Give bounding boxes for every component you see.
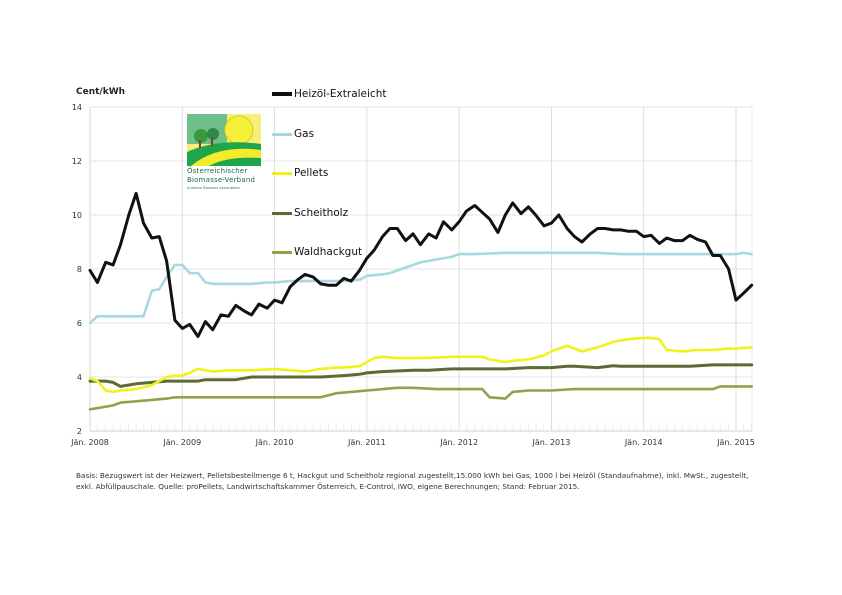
legend-swatch-heizoel: [272, 92, 292, 96]
x-tick-label: Jän. 2013: [532, 438, 571, 447]
series-line-heiz-l-extraleicht: [88, 191, 754, 338]
x-tick-label: Jän. 2009: [162, 438, 201, 447]
y-tick-label: 4: [77, 373, 82, 382]
logo: Österreichischer Biomasse-Verband Austri…: [187, 114, 261, 194]
series-line-waldhackgut: [88, 385, 754, 411]
y-tick-label: 14: [72, 103, 82, 112]
series-lines: [88, 191, 754, 411]
x-tick-label: Jän. 2014: [624, 438, 663, 447]
logo-text-line1: Österreichischer: [187, 167, 248, 175]
legend-item-heizoel: Heizöl-Extraleicht: [272, 88, 386, 100]
x-tick-label: Jän. 2011: [347, 438, 386, 447]
legend-label-pellets: Pellets: [294, 167, 329, 179]
x-tick-label: Jän. 2012: [439, 438, 478, 447]
y-tick-label: 12: [72, 157, 82, 166]
series-line-scheitholz: [88, 363, 754, 388]
legend-item-gas: Gas: [272, 128, 314, 140]
y-tick-label: 2: [77, 427, 82, 436]
y-axis-unit-label: Cent/kWh: [76, 87, 126, 97]
x-axis: Jän. 2008 Jän. 2009 Jän. 2010 Jän. 2011 Jän.…: [70, 438, 755, 447]
legend-item-pellets: Pellets: [272, 167, 328, 179]
y-tick-label: 8: [77, 265, 82, 274]
legend-item-scheitholz: Scheitholz: [272, 207, 348, 219]
logo-text-line2: Biomasse-Verband: [187, 176, 256, 184]
legend-label-scheitholz: Scheitholz: [294, 207, 349, 219]
legend-swatch-waldhackgut: [272, 250, 292, 254]
legend-item-waldhackgut: Waldhackgut: [272, 246, 362, 258]
legend-swatch-gas: [272, 132, 292, 136]
x-tick-label: Jän. 2010: [255, 438, 294, 447]
legend-label-gas: Gas: [294, 128, 315, 140]
logo-image: [187, 114, 261, 166]
legend-label-waldhackgut: Waldhackgut: [294, 246, 363, 258]
x-tick-label: Jän. 2008: [70, 438, 109, 447]
chart-footnote: Basis: Bezugswert ist der Heizwert, Pell…: [76, 471, 749, 491]
logo-text-line3: Austrian Biomass Association: [187, 186, 240, 190]
x-tick-label: Jän. 2015: [716, 438, 755, 447]
legend-swatch-scheitholz: [272, 211, 292, 215]
legend-label-heizoel: Heizöl-Extraleicht: [294, 88, 387, 100]
legend-swatch-pellets: [272, 171, 292, 175]
y-tick-label: 10: [72, 211, 82, 220]
y-axis: 2 4 6 8 10 12 14: [72, 103, 82, 436]
y-tick-label: 6: [77, 319, 82, 328]
series-line-pellets: [88, 336, 754, 394]
series-line-gas: [88, 251, 754, 325]
